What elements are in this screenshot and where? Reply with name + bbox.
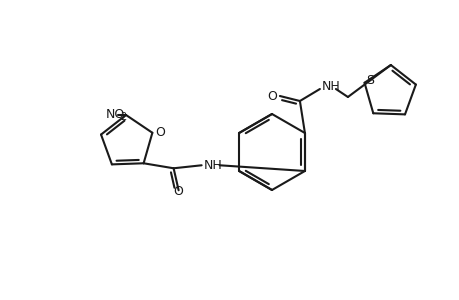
Text: NH: NH (321, 80, 340, 94)
Text: O: O (155, 126, 165, 139)
Text: NO: NO (106, 107, 125, 121)
Text: NH: NH (203, 159, 222, 172)
Text: O: O (266, 89, 276, 103)
Text: O: O (174, 185, 183, 198)
Text: 2: 2 (120, 112, 126, 122)
Text: S: S (366, 74, 374, 87)
